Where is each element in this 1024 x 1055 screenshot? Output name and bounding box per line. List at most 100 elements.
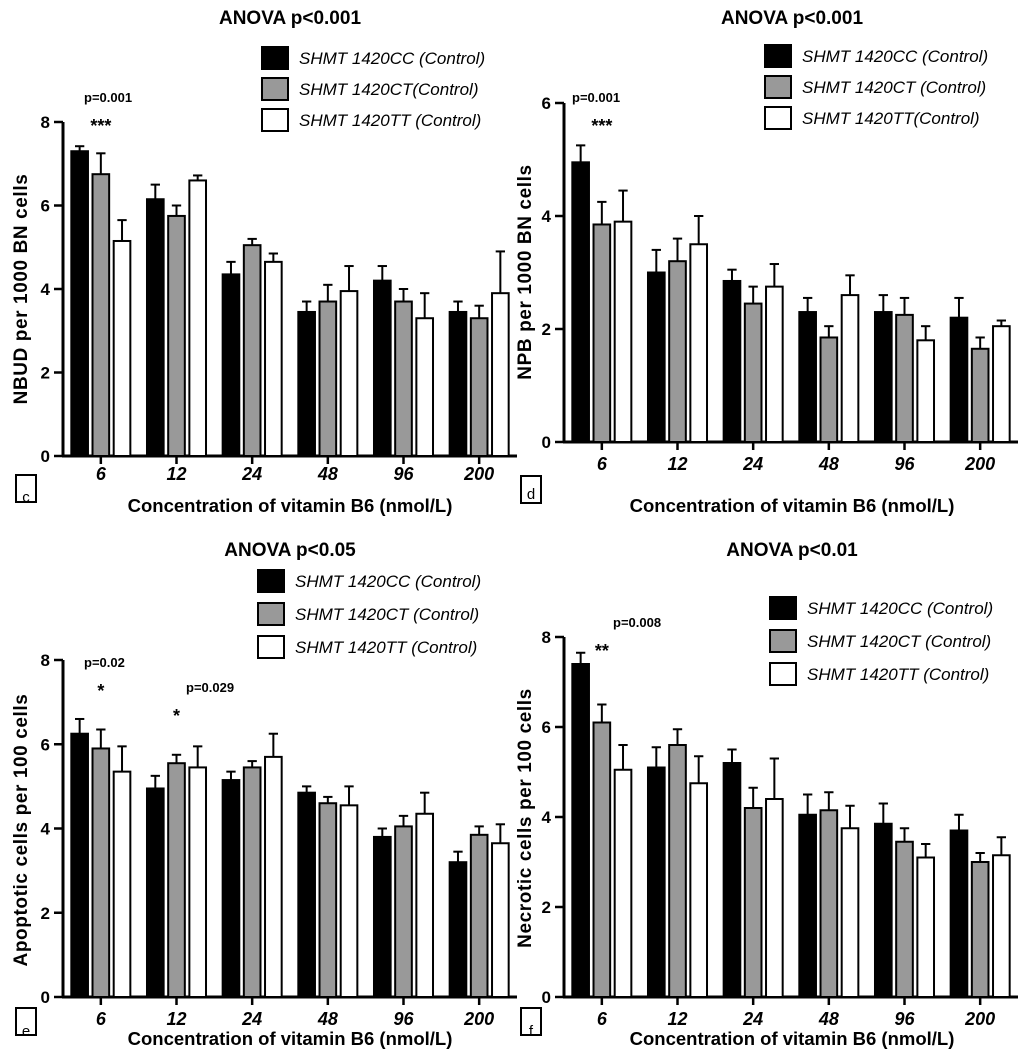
bar — [689, 782, 709, 998]
legend-label: SHMT 1420TT(Control) — [802, 109, 980, 128]
bar — [167, 762, 186, 998]
legend-swatch — [769, 629, 797, 653]
bar — [571, 161, 590, 443]
y-tick-label: 8 — [41, 113, 50, 132]
bar — [339, 804, 359, 998]
bar — [221, 273, 241, 458]
y-tick-label: 4 — [41, 820, 51, 839]
bar — [372, 279, 392, 457]
legend-label: SHMT 1420CT (Control) — [802, 78, 986, 97]
y-tick-label: 2 — [41, 904, 50, 923]
x-tick-label: 6 — [96, 1009, 107, 1029]
x-tick-label: 96 — [894, 454, 915, 474]
bar — [264, 260, 283, 457]
bar — [91, 747, 111, 999]
legend-swatch — [764, 44, 792, 68]
bar — [613, 220, 633, 443]
panel-label-box — [15, 474, 37, 503]
x-tick-label: 6 — [96, 464, 107, 484]
bar — [264, 755, 283, 999]
x-tick-label: 12 — [166, 1009, 186, 1029]
legend-label: SHMT 1420CT (Control) — [807, 632, 991, 651]
bar — [448, 310, 468, 457]
chart-title: ANOVA p<0.05 — [224, 540, 356, 561]
legend-label: SHMT 1420CT (Control) — [295, 605, 479, 624]
bar — [798, 311, 817, 443]
y-tick-label: 4 — [41, 280, 51, 299]
p-value-annotation: p=0.02 — [84, 655, 125, 670]
legend-swatch — [769, 662, 797, 686]
y-axis-label: Apoptotic cells per 100 cells — [11, 694, 32, 967]
legend-label: SHMT 1420CC (Control) — [807, 599, 993, 618]
bar — [992, 854, 1011, 998]
y-tick-label: 0 — [41, 988, 50, 1007]
bar — [415, 812, 435, 998]
bar — [242, 766, 262, 999]
bar — [221, 779, 241, 999]
legend-swatch — [764, 106, 792, 130]
bar — [91, 173, 111, 457]
bar — [689, 243, 709, 443]
significance-stars: * — [173, 706, 180, 726]
legend-swatch — [257, 635, 285, 659]
y-tick-label: 2 — [542, 320, 551, 339]
bar — [722, 762, 742, 998]
y-tick-label: 6 — [542, 94, 551, 113]
x-tick-label: 6 — [597, 454, 608, 474]
chart-title: ANOVA p<0.001 — [721, 8, 863, 29]
bar — [819, 336, 839, 444]
p-value-annotation: p=0.008 — [613, 615, 661, 630]
y-tick-label: 8 — [542, 628, 551, 647]
bar — [188, 766, 208, 999]
bar — [372, 835, 392, 998]
bar — [916, 339, 936, 443]
bar — [188, 179, 208, 457]
bar — [873, 311, 893, 443]
bar — [145, 787, 165, 999]
legend-swatch — [764, 75, 792, 99]
bar — [592, 223, 612, 443]
bar — [112, 239, 132, 457]
x-tick-label: 96 — [393, 1009, 414, 1029]
significance-stars: *** — [591, 116, 612, 136]
bar — [571, 663, 590, 998]
bar — [70, 150, 89, 457]
significance-stars: *** — [90, 116, 111, 136]
bar — [297, 310, 316, 457]
bar — [992, 325, 1011, 443]
bar — [394, 300, 413, 457]
bar — [970, 347, 990, 443]
panel-label-box — [520, 1007, 542, 1036]
y-tick-label: 0 — [542, 988, 551, 1007]
y-tick-label: 4 — [542, 808, 552, 827]
bar — [242, 244, 262, 457]
bar — [448, 861, 468, 999]
bar — [491, 292, 510, 457]
y-tick-label: 0 — [542, 433, 551, 452]
bar — [318, 300, 338, 457]
x-tick-label: 12 — [166, 464, 186, 484]
bar — [668, 260, 687, 444]
legend-swatch — [769, 596, 797, 620]
x-tick-label: 48 — [818, 454, 839, 474]
y-tick-label: 4 — [542, 207, 552, 226]
x-axis-label: Concentration of vitamin B6 (nmol/L) — [128, 495, 453, 516]
y-tick-label: 6 — [41, 197, 50, 216]
panel-label: d — [527, 486, 535, 503]
bar — [297, 791, 316, 998]
legend-label: SHMT 1420TT (Control) — [807, 665, 989, 684]
bar — [112, 770, 132, 998]
bar — [646, 766, 666, 998]
legend-swatch — [257, 602, 285, 626]
x-axis-label: Concentration of vitamin B6 (nmol/L) — [630, 1028, 955, 1049]
bar — [970, 861, 990, 998]
bar — [613, 768, 633, 998]
bar — [798, 813, 817, 998]
x-tick-label: 12 — [667, 1009, 687, 1029]
bar — [949, 316, 969, 444]
bar — [765, 285, 784, 443]
p-value-annotation: p=0.001 — [572, 90, 620, 105]
